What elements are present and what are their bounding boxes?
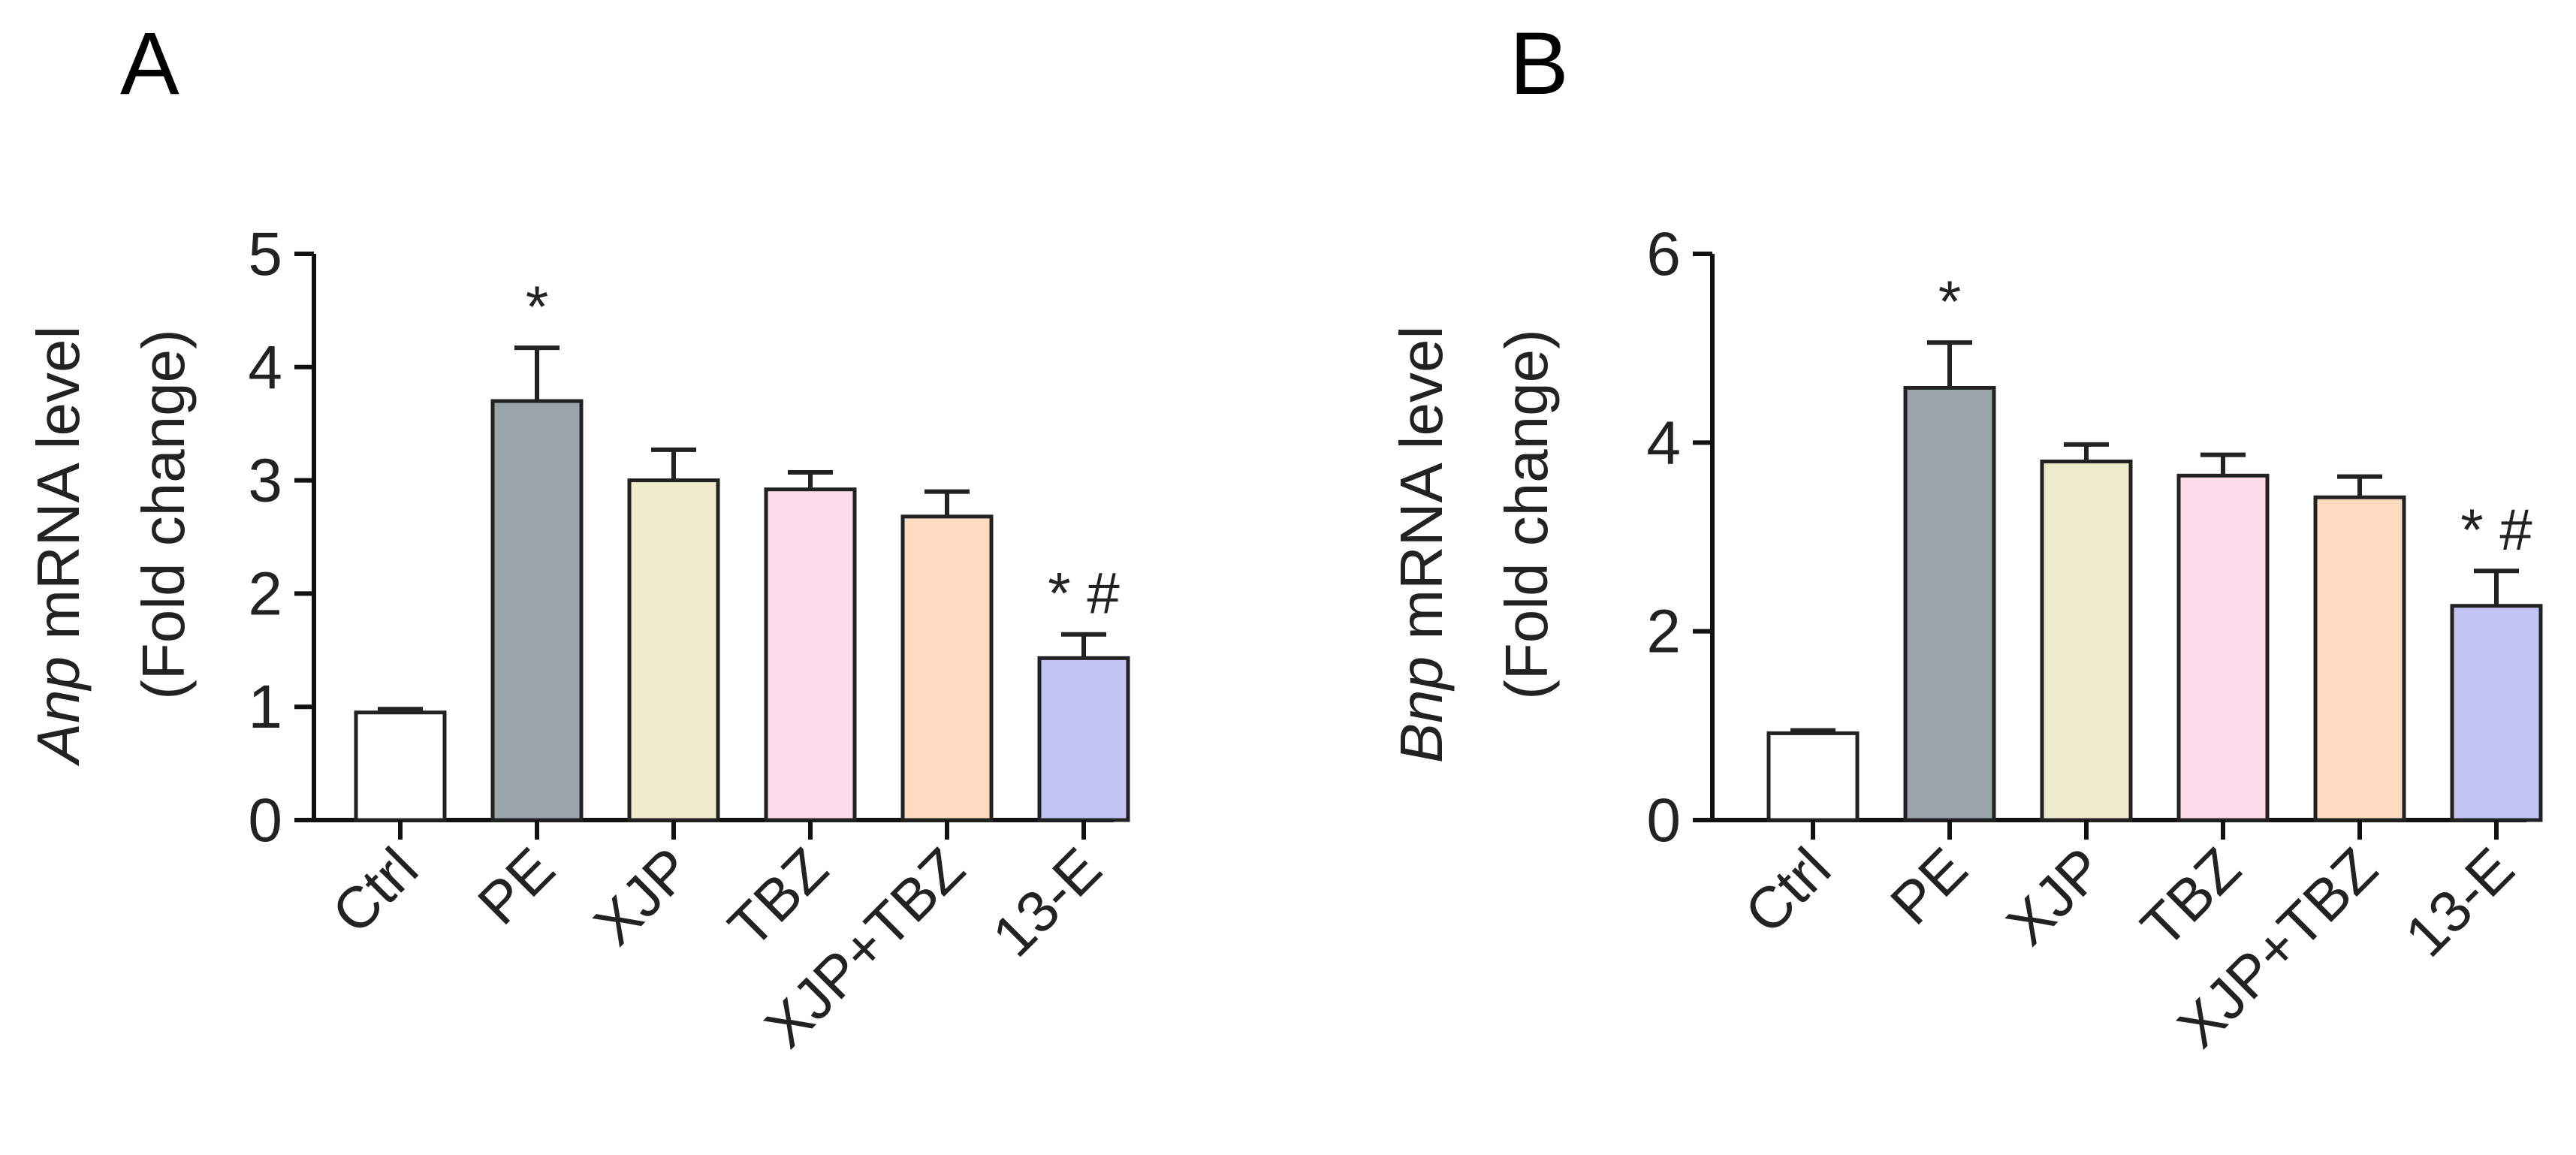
significance-label: *	[526, 273, 548, 339]
significance-label: * #	[2460, 496, 2532, 562]
y-tick-label: 1	[248, 673, 282, 741]
y-axis-label-gene: Anp	[25, 656, 92, 766]
x-tick-label: Ctrl	[319, 835, 430, 946]
y-axis-label: Anp mRNA level	[25, 326, 92, 766]
panel-A: A 0 1 2 3 4 5 Anp mRNA level (Fold change) Ctrl PE…	[25, 14, 1130, 1060]
x-tick-label: PE	[1878, 835, 1980, 937]
y-tick-label: 4	[1646, 409, 1681, 477]
bar-TBZ	[2176, 473, 2270, 822]
x-tick-label: 13-E	[2392, 835, 2526, 970]
y-axis-label-rest: mRNA level	[1388, 326, 1455, 656]
y-axis-label-unit: (Fold change)	[1493, 329, 1560, 700]
y-tick-label: 4	[248, 333, 282, 402]
y-tick-label: 0	[1646, 786, 1681, 855]
bar-PE	[490, 399, 584, 822]
y-tick-label: 6	[1646, 220, 1681, 288]
y-tick-label: 5	[248, 220, 282, 288]
significance-label: * #	[1048, 560, 1119, 626]
bar-Ctrl	[354, 710, 447, 822]
x-tick-label: PE	[465, 835, 567, 937]
y-tick-label: 2	[1646, 598, 1681, 666]
bar-XJP	[2040, 459, 2133, 822]
bar-Ctrl	[1766, 731, 1860, 822]
x-tick-label: XJP	[581, 835, 704, 957]
y-axis-label: Bnp mRNA level	[1388, 326, 1455, 763]
y-tick-label: 2	[248, 559, 282, 628]
y-axis-label-rest: mRNA level	[25, 326, 92, 656]
x-tick-label: TBZ	[716, 835, 840, 960]
y-axis-label-gene: Bnp	[1388, 656, 1455, 763]
x-tick-label: XJP	[1994, 835, 2116, 957]
bar-PE	[1903, 385, 1996, 822]
bar-13-E	[1037, 656, 1130, 822]
x-tick-label: TBZ	[2128, 835, 2253, 960]
bar-XJP	[627, 478, 720, 822]
y-tick-label: 3	[248, 447, 282, 515]
bar-13-E	[2450, 604, 2543, 822]
bar-XJP+TBZ	[2313, 495, 2406, 822]
bar-TBZ	[764, 487, 857, 822]
panel-B: B 0 2 4 6 Bnp mRNA level (Fold change) Ctrl PE * X…	[1388, 14, 2543, 1060]
panel-letter: B	[1510, 14, 1569, 113]
panel-letter: A	[120, 14, 179, 113]
bar-XJP+TBZ	[900, 514, 994, 822]
significance-label: *	[1938, 268, 1961, 334]
x-tick-label: 13-E	[979, 835, 1114, 970]
x-tick-label: Ctrl	[1732, 835, 1843, 946]
y-axis-label-unit: (Fold change)	[130, 329, 197, 700]
y-tick-label: 0	[248, 786, 282, 855]
